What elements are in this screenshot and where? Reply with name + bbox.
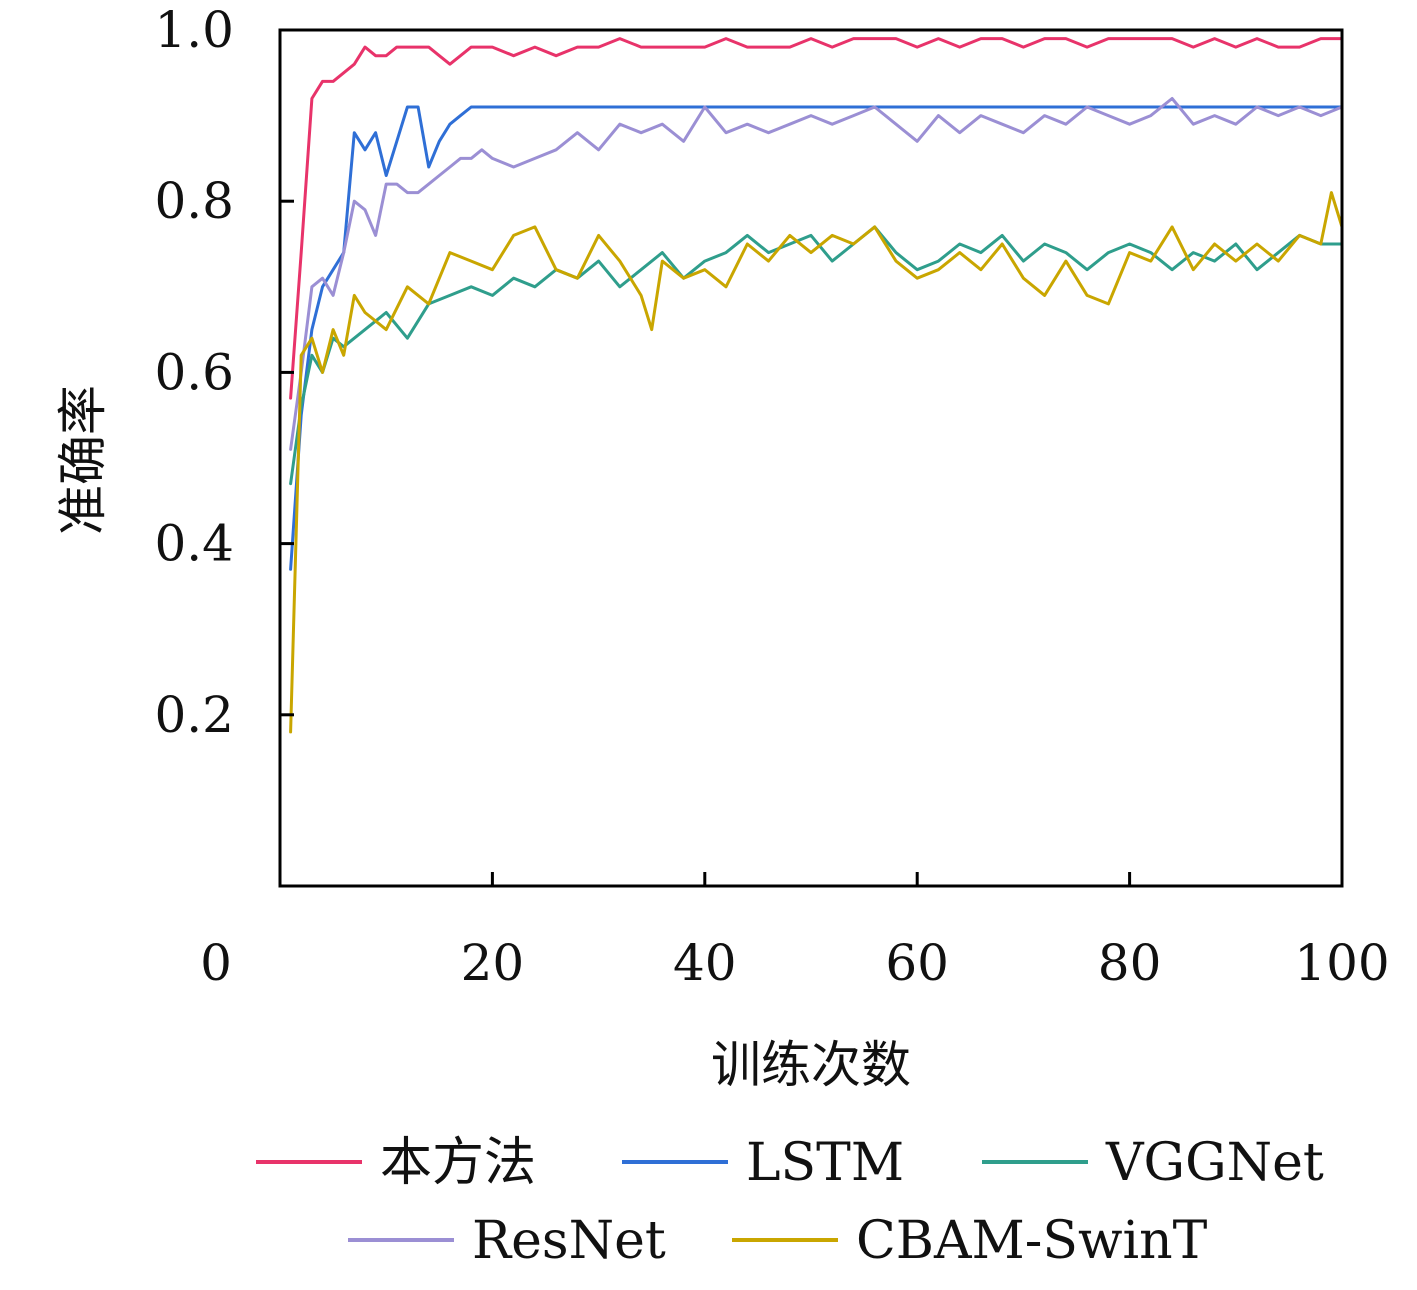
y-tick-label: 0.4 — [154, 515, 234, 573]
legend-label: VGGNet — [1105, 1133, 1324, 1193]
x-tick-label: 100 — [1294, 934, 1389, 992]
y-tick-label: 0.6 — [154, 343, 234, 401]
y-tick-label: 0.8 — [154, 172, 234, 230]
x-tick-label: 80 — [1098, 934, 1162, 992]
legend-label: CBAM-SwinT — [856, 1211, 1208, 1271]
x-axis-ticks: 0 20 40 60 80 100 — [200, 872, 1390, 992]
series-line-VGGNet — [289, 225, 1344, 486]
series-line-ResNet — [289, 97, 1344, 451]
series-lines — [289, 37, 1344, 734]
legend-label: LSTM — [746, 1133, 904, 1193]
y-axis-ticks: 0.2 0.4 0.6 0.8 1.0 — [154, 1, 294, 744]
legend-label: 本方法 — [380, 1133, 536, 1193]
x-tick-label: 60 — [885, 934, 949, 992]
series-line-CBAM-SwinT — [289, 191, 1344, 734]
series-line-LSTM — [289, 105, 1344, 571]
legend-label: ResNet — [472, 1211, 666, 1271]
x-axis-label: 训练次数 — [711, 1036, 911, 1094]
x-tick-label: 40 — [673, 934, 737, 992]
x-tick-label: 20 — [461, 934, 525, 992]
legend: 本方法 LSTM VGGNet ResNet CBAM-SwinT — [256, 1133, 1324, 1271]
y-tick-label: 0.2 — [154, 686, 234, 744]
y-tick-label: 1.0 — [154, 1, 234, 59]
series-line-本方法 — [289, 37, 1344, 400]
plot-frame — [278, 28, 1344, 888]
y-axis-label: 准确率 — [54, 385, 112, 535]
x-tick-label: 0 — [200, 934, 232, 992]
